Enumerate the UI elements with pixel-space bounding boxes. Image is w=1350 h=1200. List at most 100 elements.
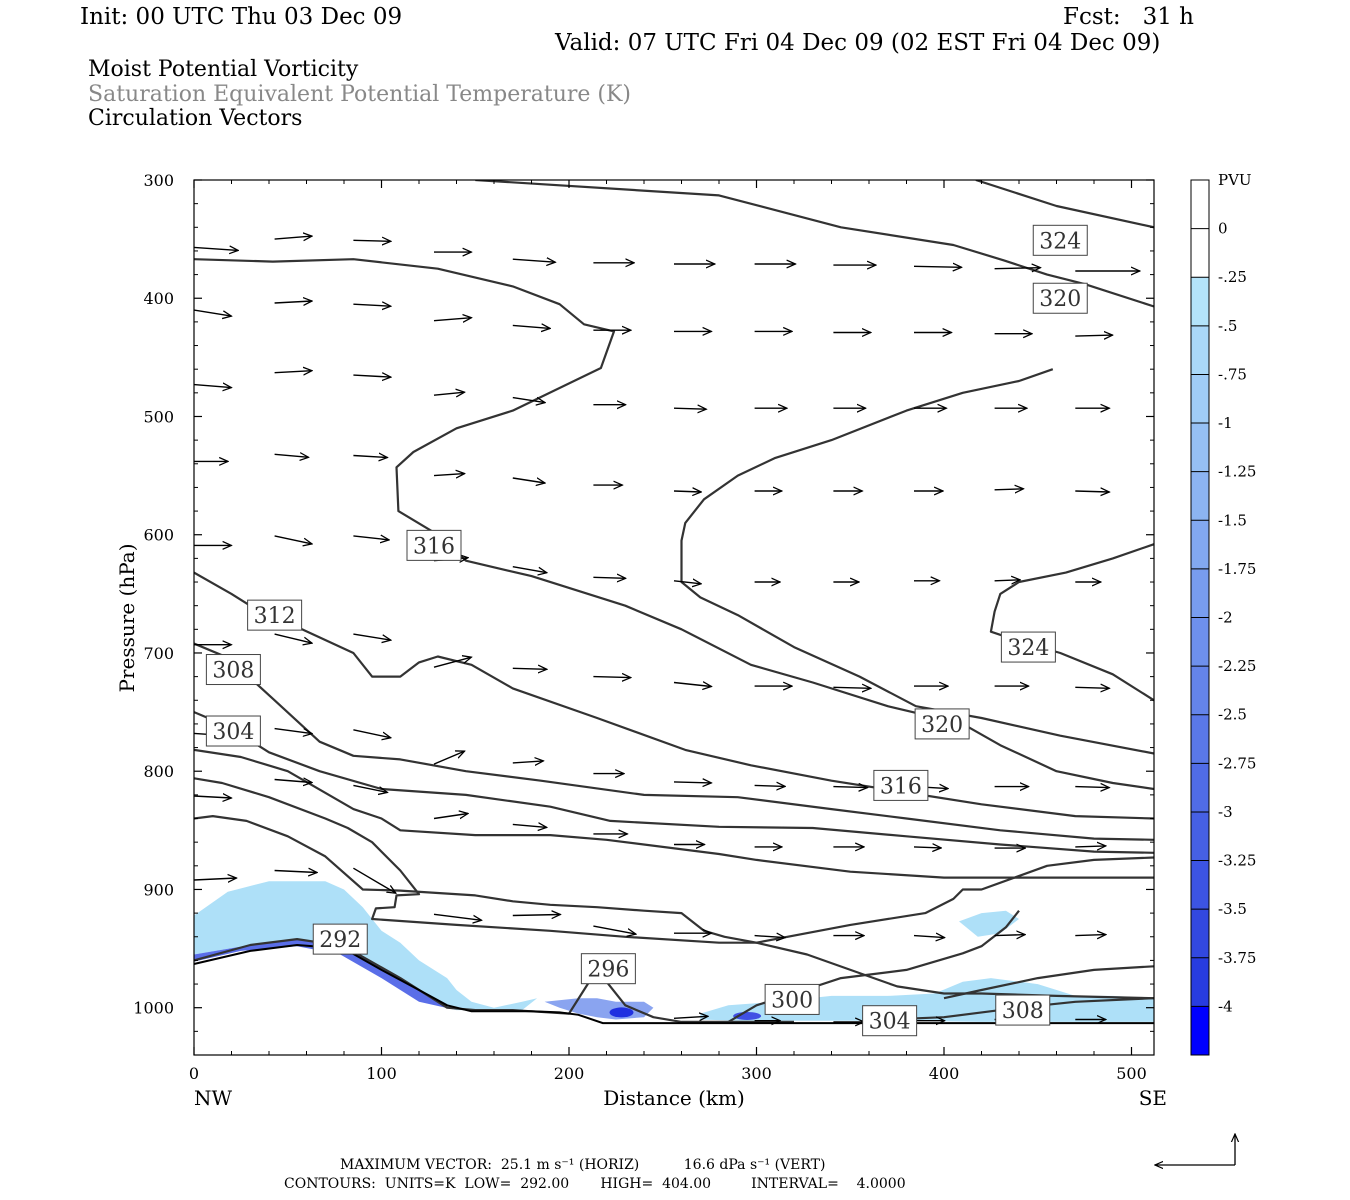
vector-arrow [274,371,312,373]
contour-316 [194,642,1154,841]
vector-arrow [913,847,941,848]
pv-region-4 [959,910,1019,937]
vector-arrow [433,474,465,476]
contour-label: 320 [1032,282,1088,314]
vector-arrow [194,385,231,388]
vector-arrow [353,375,390,377]
vector-arrow [913,266,962,267]
x-tick-label: 0 [189,1064,199,1083]
field-title-pv: Moist Potential Vorticity [88,57,359,82]
vector-arrow [433,751,465,765]
svg-text:316: 316 [880,774,922,799]
colorbar-swatch [1191,180,1209,230]
colorbar-swatch [1191,520,1209,570]
vector-arrow [274,780,312,783]
vector-arrow [353,536,389,540]
vector-arrow [1075,687,1109,688]
colorbar-label: -3.75 [1218,949,1256,967]
contour-label: 292 [312,923,368,955]
vector-arrow [673,491,701,492]
colorbar-label: -.25 [1218,268,1247,286]
vector-arrow [512,325,550,328]
colorbar-label: -2.75 [1218,754,1256,772]
svg-text:292: 292 [319,928,361,953]
y-tick-label: 900 [143,880,174,899]
contour-label: 300 [764,983,820,1015]
vector-arrow [274,535,312,544]
colorbar-label: -1 [1218,414,1233,432]
colorbar-label: -1.75 [1218,560,1256,578]
vector-arrow [512,824,547,827]
svg-text:324: 324 [1039,229,1081,254]
vector-arrow [1075,935,1106,936]
svg-text:304: 304 [869,1010,911,1035]
svg-text:320: 320 [1039,287,1081,312]
vector-arrow [512,398,545,403]
contour-308 [194,748,1154,879]
contour-304 [194,814,1154,1000]
y-tick-label: 800 [143,762,174,781]
vector-arrow [274,727,312,734]
colorbar-swatch [1191,325,1209,375]
y-tick-label: 700 [143,644,174,663]
colorbar-label: -2.25 [1218,657,1256,675]
colorbar-label: -2.5 [1218,706,1247,724]
colorbar-label: -.5 [1218,317,1237,335]
y-tick-label: 600 [143,526,174,545]
vector-arrow [433,814,468,819]
svg-text:296: 296 [587,958,629,983]
contour-info: CONTOURS: UNITS=K LOW= 292.00 HIGH= 404.… [284,1176,906,1192]
colorbar-label: 0 [1218,220,1228,238]
contour-312 [194,711,1154,854]
contour-label: 308 [995,994,1051,1026]
forecast-hour: Fcst: 31 h [1063,4,1194,30]
contour-label: 296 [580,953,636,985]
vector-arrow [1075,787,1109,788]
colorbar-swatch [1191,909,1209,959]
init-time: Init: 00 UTC Thu 03 Dec 09 [80,4,403,30]
colorbar-swatch [1191,811,1209,862]
x-tick-label: 100 [366,1064,397,1083]
svg-text:324: 324 [1007,636,1049,661]
contour-label: 304 [205,715,261,747]
vector-arrow [754,785,786,786]
vector-arrow [593,577,625,578]
colorbar-swatch [1191,423,1209,473]
axes: 300 400 500 600 700 800 900 1000 0 100 200 300 400 50… [133,171,1154,1083]
contour-324 [475,180,1154,308]
vector-arrow [1075,846,1106,847]
vector-arrow [433,913,482,920]
contour-label: 316 [873,769,929,801]
vector-arrow [274,236,312,239]
vector-arrow [833,787,867,788]
field-title-vectors: Circulation Vectors [88,106,303,131]
colorbar-label: -1.5 [1218,511,1247,529]
vector-arrow [194,247,238,250]
pv-region-2 [544,998,654,1020]
vector-arrow [673,683,711,687]
colorbar-swatch [1191,568,1209,618]
contour-label: 324 [1000,631,1056,663]
vector-arrow [913,936,945,938]
svg-text:300: 300 [771,988,813,1013]
colorbar-swatch [1191,277,1209,327]
y-tick-label: 500 [143,407,174,426]
contour-lines [194,180,1154,1024]
contour-label: 316 [406,529,462,561]
vector-arrow [994,268,1041,269]
field-title-thetae: Saturation Equivalent Potential Temperat… [88,82,631,107]
vector-arrow [994,935,1026,936]
colorbar-swatch [1191,374,1209,424]
contour-label: 320 [914,708,970,740]
vector-arrow [353,867,396,893]
colorbar-label: -3.25 [1218,852,1256,870]
contour-label: 304 [862,1005,918,1037]
colorbar-label: -.75 [1218,365,1247,383]
x-tick-label: 500 [1116,1064,1147,1083]
vector-arrow [353,729,390,738]
colorbar-label: -3.5 [1218,900,1247,918]
vector-arrow [512,478,545,483]
vector-arrow [274,301,312,303]
x-left-label: NW [194,1086,233,1110]
contour-label: 324 [1032,224,1088,256]
